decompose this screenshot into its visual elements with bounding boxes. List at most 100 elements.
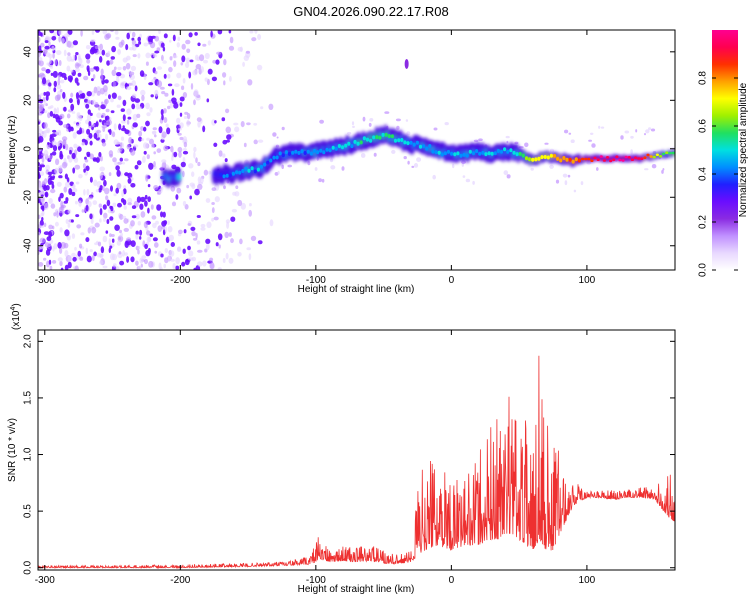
noise-dot <box>109 59 114 65</box>
noise-dot <box>222 153 226 158</box>
noise-dot <box>620 135 624 140</box>
noise-dot <box>52 225 55 230</box>
noise-dot <box>94 222 100 228</box>
noise-dot <box>70 92 74 98</box>
noise-dot <box>50 65 53 69</box>
noise-dot <box>105 195 109 201</box>
noise-dot <box>58 30 63 36</box>
noise-dot <box>217 233 223 241</box>
noise-dot <box>193 267 197 270</box>
noise-dot <box>164 226 168 233</box>
noise-dot <box>55 158 60 166</box>
noise-dot <box>202 260 207 267</box>
noise-dot <box>164 92 169 97</box>
noise-dot <box>127 178 132 184</box>
noise-dot <box>196 117 202 122</box>
noise-dot <box>59 247 63 254</box>
noise-dot <box>137 249 140 255</box>
noise-dot <box>78 200 82 207</box>
noise-dot <box>281 126 285 131</box>
ridge-core-dot <box>662 152 666 156</box>
noise-dot <box>78 53 81 60</box>
noise-dot <box>140 138 145 142</box>
noise-dot <box>61 161 68 169</box>
noise-dot <box>648 127 652 131</box>
x-tick-label: 100 <box>579 575 596 586</box>
noise-dot <box>360 153 366 158</box>
noise-dot <box>151 215 157 220</box>
noise-dot <box>518 146 524 149</box>
noise-dot <box>178 229 183 234</box>
noise-dot <box>216 51 222 55</box>
noise-dot <box>116 72 122 77</box>
noise-dot <box>40 212 44 217</box>
ridge-core-dot <box>596 158 600 161</box>
noise-dot <box>160 253 164 258</box>
noise-dot <box>153 185 159 190</box>
noise-dot <box>169 102 173 109</box>
noise-dot <box>145 174 149 182</box>
noise-dot <box>115 36 120 40</box>
noise-dot <box>163 117 168 123</box>
noise-dot <box>573 189 577 193</box>
noise-dot <box>89 176 93 183</box>
noise-dot <box>47 106 52 110</box>
noise-dot <box>38 30 41 33</box>
noise-dot <box>40 103 45 110</box>
noise-dot <box>161 225 166 230</box>
noise-dot <box>524 142 529 148</box>
noise-dot <box>70 127 74 132</box>
noise-dot <box>65 197 69 202</box>
colorbar-tick-label: 0.0 <box>698 263 709 277</box>
snr-scale-factor: (x104) <box>10 303 22 330</box>
noise-dot <box>78 93 85 99</box>
ridge-core-dot <box>412 142 416 147</box>
spectrogram-y-ticks: -40 -20 0 20 40 <box>23 46 675 253</box>
noise-dot <box>141 255 147 259</box>
noise-dot <box>104 187 110 195</box>
noise-dot <box>232 191 237 196</box>
noise-dot <box>67 261 72 269</box>
noise-dot <box>106 199 111 207</box>
noise-dot <box>135 260 139 266</box>
noise-dot <box>173 102 179 109</box>
ridge-core-dot <box>312 148 317 153</box>
ridge-core-dot <box>340 145 345 150</box>
noise-dot <box>179 102 183 107</box>
noise-dot <box>112 263 117 268</box>
noise-dot <box>153 76 157 81</box>
noise-dot <box>113 66 117 71</box>
noise-dot <box>161 91 166 95</box>
ridge-core-dot <box>646 153 650 157</box>
ridge-core-dot <box>621 159 625 162</box>
noise-dot <box>93 179 98 187</box>
noise-dot <box>111 234 115 237</box>
noise-dot <box>132 113 138 121</box>
noise-dot <box>183 116 188 119</box>
noise-dot <box>112 202 117 207</box>
noise-dot <box>74 246 77 251</box>
colorbar: 0.0 0.2 0.4 0.6 0.8 Normalized spectral ampl… <box>698 30 749 277</box>
noise-dot <box>74 77 79 84</box>
noise-dot <box>63 200 68 204</box>
noise-dot <box>72 132 77 139</box>
noise-dot <box>321 178 325 183</box>
snr-scale-label: (x10 <box>11 310 22 330</box>
ridge-core-dot <box>634 156 638 159</box>
noise-dot <box>161 114 164 121</box>
noise-dot <box>45 91 51 97</box>
noise-dot <box>126 32 130 40</box>
noise-dot <box>75 52 79 56</box>
noise-dot <box>116 182 122 190</box>
noise-dot <box>158 126 163 134</box>
noise-dot <box>98 49 102 55</box>
ridge-core-dot <box>624 155 628 159</box>
noise-dot <box>452 163 455 169</box>
noise-dot <box>93 86 98 94</box>
noise-dot <box>86 151 91 156</box>
noise-dot <box>462 175 466 178</box>
noise-dot <box>109 245 113 249</box>
noise-dot <box>162 46 166 52</box>
ridge-core-dot <box>440 152 444 157</box>
ridge-core-dot <box>244 166 248 171</box>
